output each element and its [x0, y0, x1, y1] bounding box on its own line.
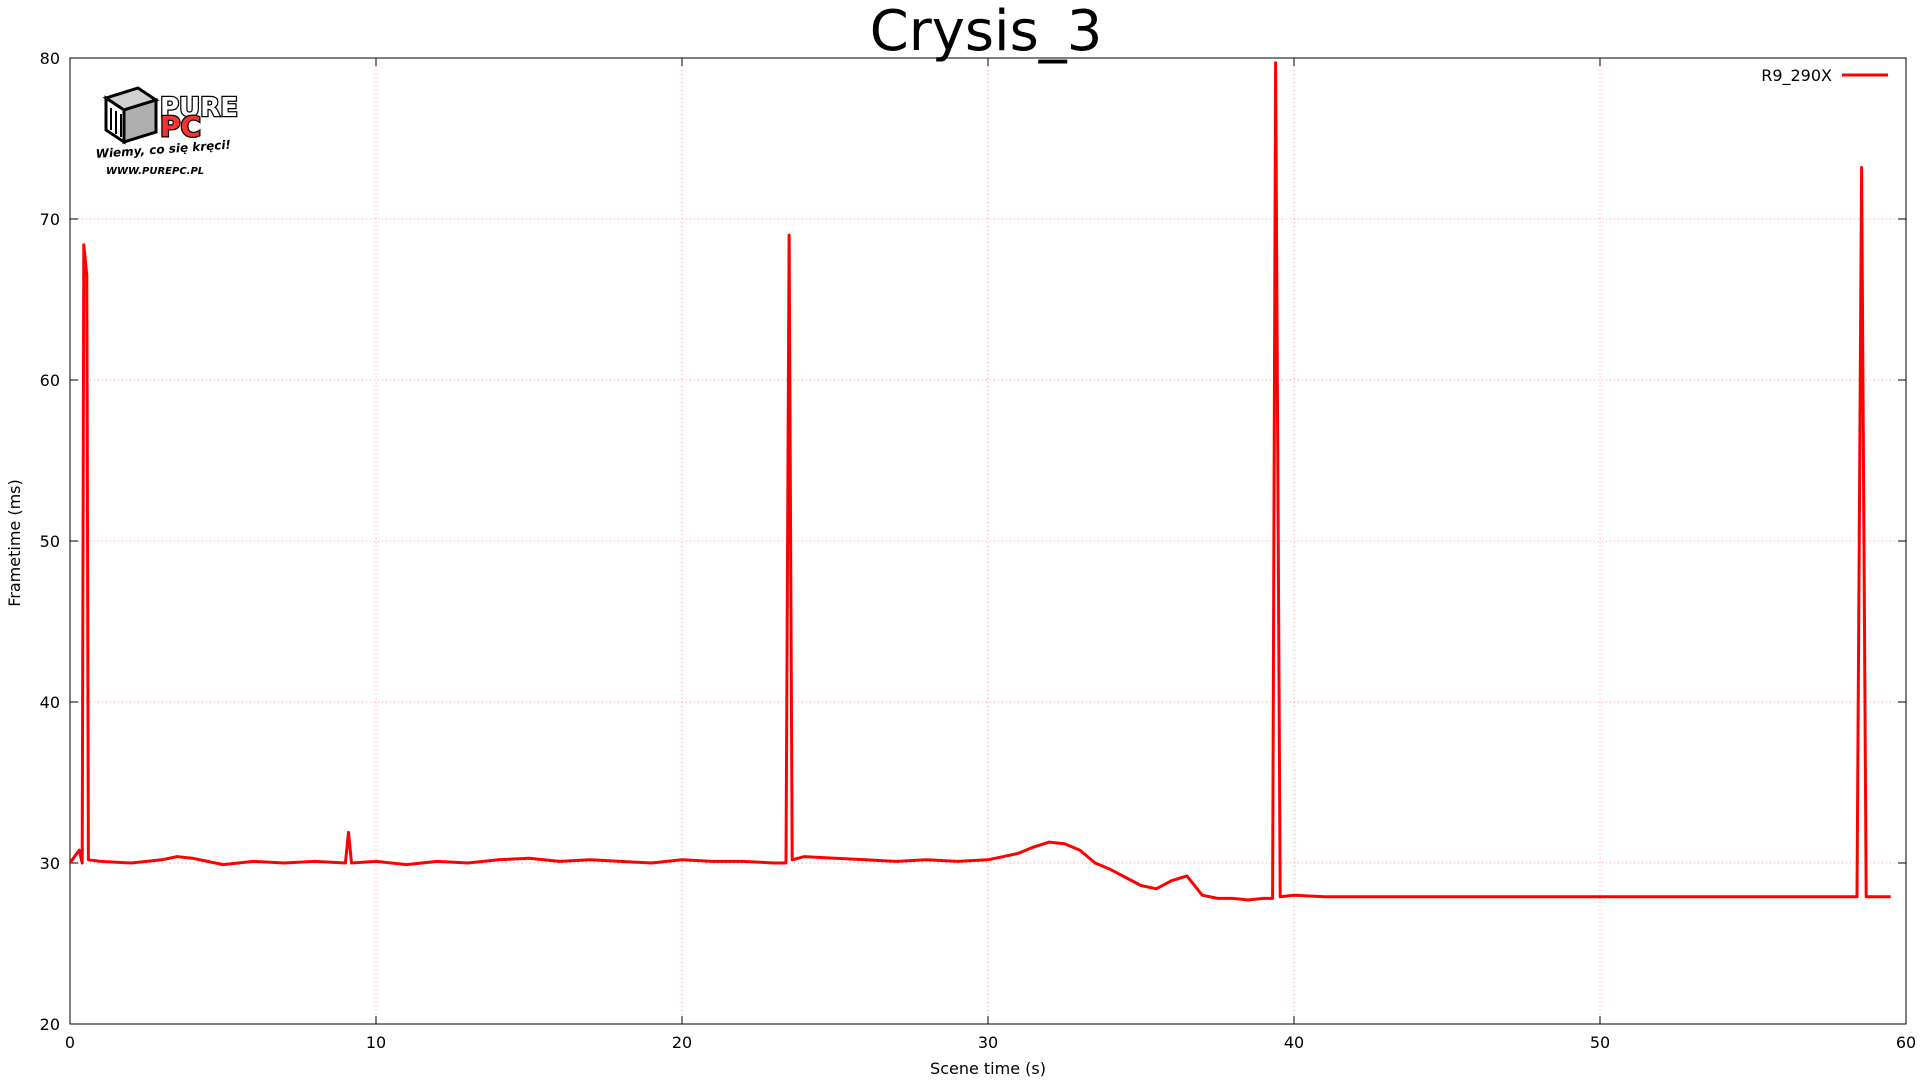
chart-title: Crysis_3 [870, 0, 1103, 64]
logo-brand-top: PURE [160, 93, 238, 123]
grid [70, 58, 1906, 1024]
series-layer [68, 61, 1891, 902]
y-axis-label: Frametime (ms) [5, 479, 24, 607]
logo-url: WWW.PUREPC.PL [106, 166, 204, 177]
y-tick-label: 80 [40, 49, 60, 68]
x-tick-label: 30 [978, 1033, 998, 1052]
legend: R9_290X [1761, 66, 1888, 86]
x-tick-label: 10 [366, 1033, 386, 1052]
legend-label: R9_290X [1761, 66, 1832, 86]
x-tick-label: 20 [672, 1033, 692, 1052]
box-icon [102, 86, 160, 145]
y-tick-label: 20 [40, 1015, 60, 1034]
x-tick-label: 40 [1284, 1033, 1304, 1052]
x-tick-label: 50 [1590, 1033, 1610, 1052]
y-tick-label: 50 [40, 532, 60, 551]
purepc-logo: PURE PC Wiemy, co się kręci! WWW.PUREPC.… [95, 86, 239, 177]
logo-brand-bottom: PC [160, 110, 201, 143]
y-tick-label: 60 [40, 371, 60, 390]
y-tick-label: 70 [40, 210, 60, 229]
series-line [68, 61, 1891, 902]
plot-frame [69, 57, 1907, 1025]
axis-ticks: 0 10 20 30 40 50 60 20 30 40 50 60 70 80 [40, 49, 1917, 1052]
y-tick-label: 40 [40, 693, 60, 712]
x-tick-label: 0 [65, 1033, 75, 1052]
x-tick-label: 60 [1896, 1033, 1916, 1052]
x-axis-label: Scene time (s) [930, 1059, 1046, 1078]
y-tick-label: 30 [40, 854, 60, 873]
